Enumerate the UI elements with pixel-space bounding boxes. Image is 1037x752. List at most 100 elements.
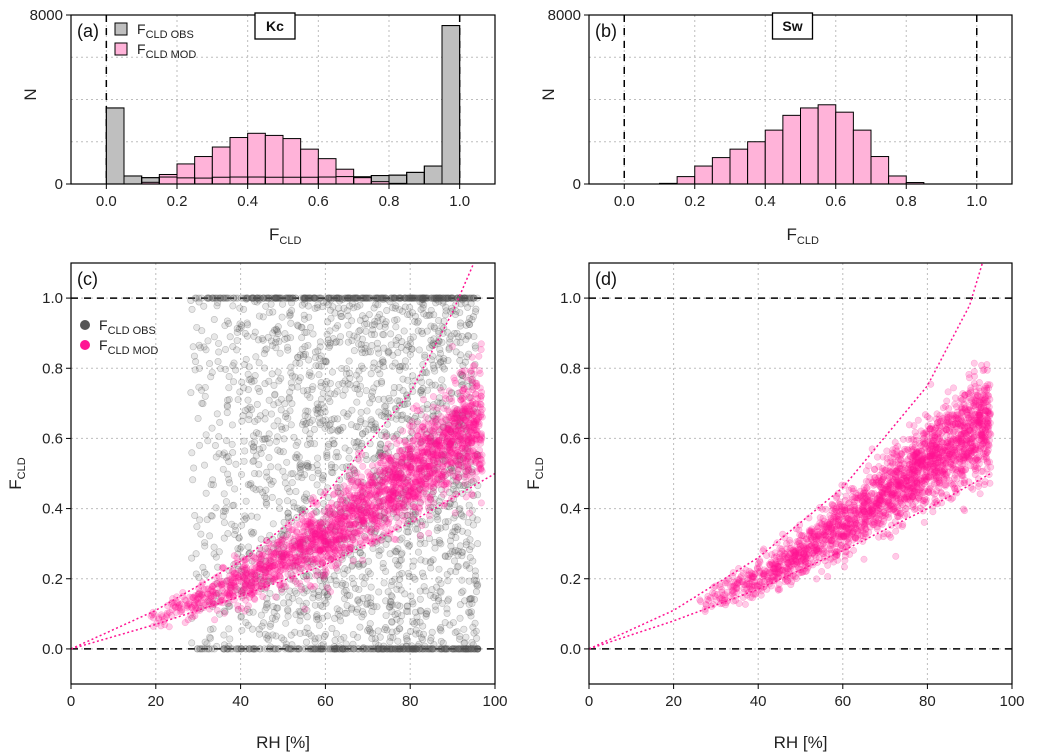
mod-point <box>309 494 317 502</box>
y-tick-label: 8000 <box>548 7 581 24</box>
obs-point <box>307 645 315 653</box>
obs-point <box>208 368 216 376</box>
obs-point <box>225 396 233 404</box>
obs-point <box>467 294 475 302</box>
mod-point <box>437 386 445 394</box>
obs-point <box>377 512 385 520</box>
obs-point <box>300 350 308 358</box>
obs-point <box>412 525 420 533</box>
obs-point <box>197 530 205 538</box>
mod-point <box>475 420 483 428</box>
obs-point <box>354 423 362 431</box>
obs-point <box>349 294 357 302</box>
obs-point <box>359 312 367 320</box>
obs-point <box>277 423 285 431</box>
obs-point <box>368 635 376 643</box>
obs-point <box>330 572 338 580</box>
obs-point <box>320 575 328 583</box>
obs-point <box>435 536 443 544</box>
obs-point <box>378 377 386 385</box>
plot-area <box>105 15 461 184</box>
obs-point <box>260 350 268 358</box>
obs-point <box>188 449 196 457</box>
obs-point <box>314 645 322 653</box>
obs-point <box>329 469 337 477</box>
obs-point <box>311 440 319 448</box>
y-tick-label: 0 <box>573 176 581 193</box>
mod-point <box>401 513 409 520</box>
obs-point <box>385 394 393 402</box>
bar <box>694 165 713 184</box>
obs-point <box>298 323 306 331</box>
mod-point <box>324 552 332 560</box>
obs-point <box>263 501 271 509</box>
obs-point <box>440 423 448 431</box>
mod-point <box>330 490 338 498</box>
obs-point <box>405 645 413 653</box>
obs-point <box>388 294 396 302</box>
mod-point <box>461 434 469 442</box>
mod-point <box>359 556 367 564</box>
obs-point <box>233 328 241 336</box>
obs-point <box>363 294 371 302</box>
obs-point <box>332 644 340 652</box>
obs-point <box>286 407 294 415</box>
obs-point <box>257 555 265 563</box>
obs-point <box>285 395 293 403</box>
obs-point <box>383 645 391 653</box>
obs-point <box>324 645 332 653</box>
obs-point <box>287 631 295 639</box>
obs-point <box>400 474 408 482</box>
obs-point <box>397 412 405 420</box>
obs-point <box>289 470 297 478</box>
mod-point <box>232 578 240 585</box>
obs-point <box>441 645 449 653</box>
obs-point <box>382 294 390 302</box>
obs-point <box>255 430 263 438</box>
obs-point <box>442 645 450 653</box>
obs-point <box>341 595 349 603</box>
obs-point <box>454 294 462 302</box>
obs-point <box>270 401 278 409</box>
mod-point <box>332 536 340 544</box>
obs-point <box>307 645 315 653</box>
obs-point <box>459 587 467 595</box>
obs-point <box>220 490 228 498</box>
obs-point <box>403 635 411 643</box>
obs-point <box>192 570 200 578</box>
bar <box>194 156 213 184</box>
obs-point <box>200 302 208 310</box>
obs-point <box>327 294 335 302</box>
obs-point <box>225 319 233 327</box>
obs-point <box>431 367 439 375</box>
mod-point <box>396 474 403 482</box>
obs-point <box>387 601 395 609</box>
obs-point <box>263 468 271 476</box>
obs-point <box>294 353 302 361</box>
obs-point <box>248 294 256 302</box>
obs-point <box>321 597 329 605</box>
obs-point <box>308 386 316 394</box>
obs-point <box>266 622 274 630</box>
obs-point <box>379 363 387 371</box>
mod-point <box>296 579 304 587</box>
obs-point <box>468 316 476 324</box>
mod-point <box>462 493 470 501</box>
mod-point <box>475 465 483 472</box>
bar <box>729 148 749 184</box>
obs-point <box>244 396 252 404</box>
obs-point <box>270 422 278 430</box>
obs-point <box>461 358 469 366</box>
obs-point <box>456 418 464 426</box>
obs-point <box>278 588 286 596</box>
obs-point <box>452 568 460 576</box>
mod-point <box>376 488 384 496</box>
obs-point <box>439 294 447 302</box>
obs-point <box>332 645 340 653</box>
obs-point <box>275 645 283 653</box>
mod-point <box>376 459 384 467</box>
obs-point <box>280 532 288 540</box>
mod-point <box>469 362 477 370</box>
obs-point <box>300 295 308 303</box>
obs-point <box>321 424 329 432</box>
